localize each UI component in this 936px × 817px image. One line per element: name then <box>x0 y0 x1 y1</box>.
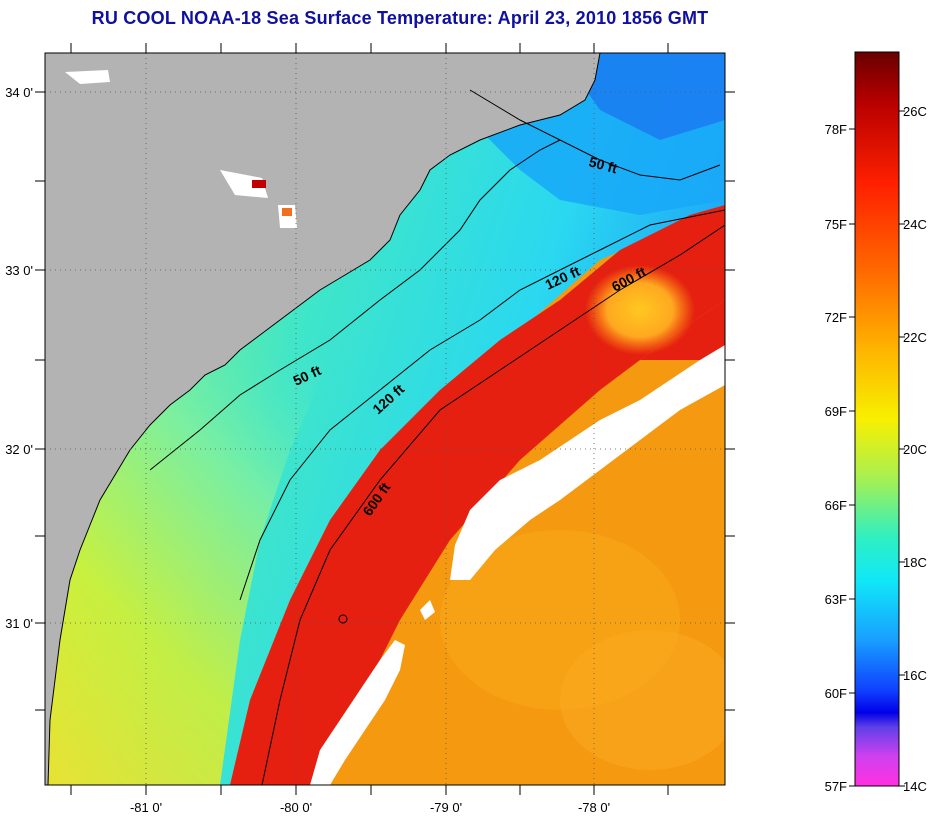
inland-lake <box>65 70 110 84</box>
lon-label-80: -80 0' <box>280 800 312 815</box>
map-title: RU COOL NOAA-18 Sea Surface Temperature:… <box>91 8 709 28</box>
lat-label-32: 32 0' <box>5 442 33 457</box>
lake-warm-pixel <box>282 208 292 216</box>
offshore-patch <box>560 630 725 770</box>
lat-label-31: 31 0' <box>5 616 33 631</box>
land-mass <box>45 53 600 785</box>
colorbar-label-66f: 66F <box>825 498 847 513</box>
colorbar-label-18c: 18C <box>903 555 927 570</box>
isobath-50ft <box>149 139 561 471</box>
colorbar-label-78f: 78F <box>825 122 847 137</box>
temperature-colorbar <box>854 51 900 787</box>
colorbar-label-14c: 14C <box>903 779 927 794</box>
isobath-120ft <box>239 209 725 601</box>
isobath-50ft-north <box>469 89 721 181</box>
colorbar-label-57f: 57F <box>825 779 847 794</box>
lon-label-81: -81 0' <box>130 800 162 815</box>
inland-lake <box>220 170 268 198</box>
colorbar-label-60f: 60F <box>825 686 847 701</box>
colorbar-label-20c: 20C <box>903 442 927 457</box>
isobath-closed-contour <box>338 614 348 624</box>
map-ticks <box>35 43 735 795</box>
isobath-600ft <box>261 224 725 785</box>
lat-label-33: 33 0' <box>5 263 33 278</box>
lat-lon-grid <box>45 53 725 785</box>
gulf-stream <box>230 205 725 785</box>
colorbar-ticks <box>849 110 905 787</box>
lon-label-79: -79 0' <box>430 800 462 815</box>
warm-eddy <box>585 265 695 355</box>
colorbar-label-16c: 16C <box>903 668 927 683</box>
colorbar-label-22c: 22C <box>903 330 927 345</box>
colorbar-label-26c: 26C <box>903 104 927 119</box>
lat-label-34: 34 0' <box>5 85 33 100</box>
colorbar-label-24c: 24C <box>903 217 927 232</box>
coldest-water <box>560 53 725 140</box>
coastline <box>47 53 601 785</box>
colorbar-label-72f: 72F <box>825 310 847 325</box>
cloud-cover <box>450 345 725 580</box>
colorbar-label-63f: 63F <box>825 592 847 607</box>
cloud-cover <box>420 600 435 620</box>
lake-warm-pixel <box>252 180 266 188</box>
lon-label-78: -78 0' <box>578 800 610 815</box>
contour-label-50ft-north: 50 ft <box>587 153 619 176</box>
map-frame <box>44 52 726 786</box>
colorbar-label-69f: 69F <box>825 404 847 419</box>
map-area <box>45 53 725 785</box>
cloud-cover <box>310 640 405 785</box>
colorbar-label-75f: 75F <box>825 217 847 232</box>
